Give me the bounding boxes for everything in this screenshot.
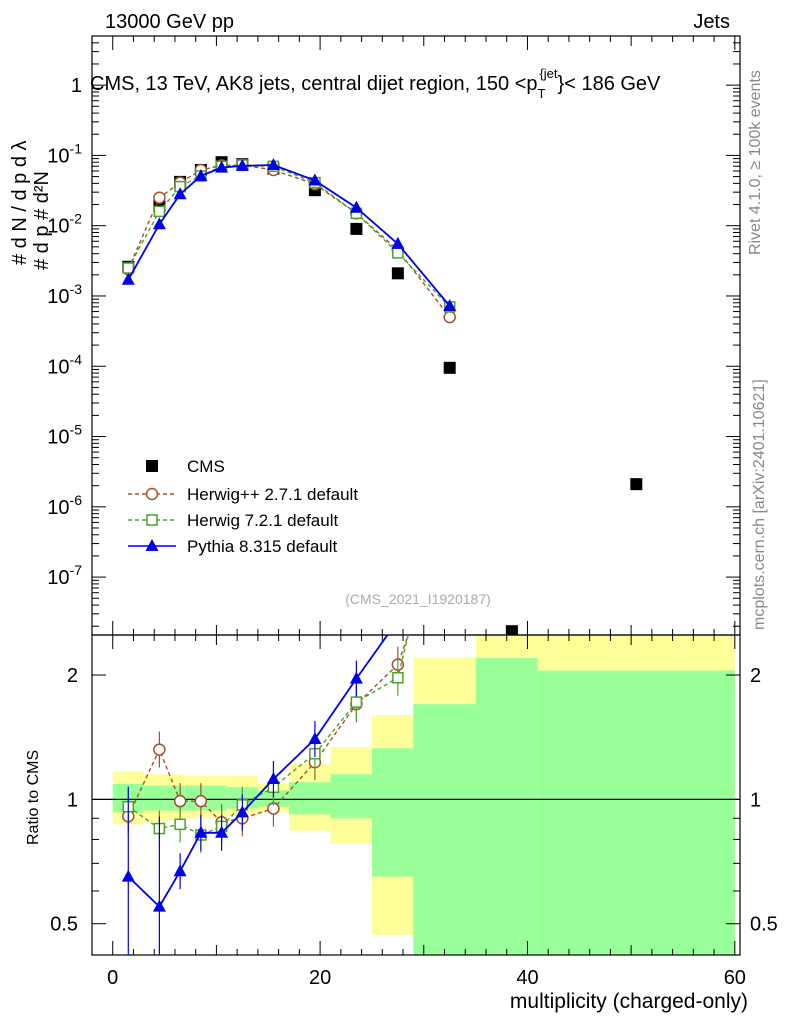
x-axis-label: multiplicity (charged-only) <box>510 990 748 1013</box>
ratio-point <box>194 825 208 838</box>
main-point <box>349 200 363 213</box>
main-point <box>630 478 643 491</box>
y-tick-label: 1 <box>71 75 82 97</box>
ratio-y-tick-label-right: 0.5 <box>750 914 778 936</box>
legend-label: Herwig 7.2.1 default <box>187 511 338 530</box>
main-point <box>153 191 166 204</box>
band-green-8 <box>330 774 372 819</box>
mcplots-label: mcplots.cern.ch [arXiv:2401.10621] <box>751 379 768 630</box>
main-point <box>235 158 249 171</box>
main-point <box>391 267 404 280</box>
main-point <box>153 205 166 218</box>
y-tick-label: 10-2 <box>47 211 82 238</box>
ratio-point <box>173 864 187 877</box>
ratio-y-axis-label: Ratio to CMS <box>25 750 42 845</box>
x-tick-label: 20 <box>309 967 331 989</box>
y-tick-label: 10-6 <box>47 492 82 519</box>
band-green-9 <box>371 748 414 877</box>
band-green-10 <box>413 704 476 955</box>
legend-marker <box>146 460 158 472</box>
x-tick-label: 0 <box>107 967 118 989</box>
ylabel-formula-num: # d N / d p d λ <box>9 140 31 265</box>
main-point <box>443 361 456 374</box>
ratio-y-tick-label-right: 2 <box>750 665 761 687</box>
ratio-series-line <box>127 635 409 824</box>
ratio-y-tick-label: 0.5 <box>50 914 78 936</box>
legend-label: Herwig++ 2.7.1 default <box>187 485 358 504</box>
ratio-point <box>350 696 363 708</box>
band-green-7 <box>288 782 331 815</box>
main-point <box>152 217 166 230</box>
ratio-point <box>153 743 166 756</box>
legend-marker <box>145 487 159 501</box>
main-point <box>505 625 518 635</box>
main-point <box>215 160 229 173</box>
band-green-11 <box>475 657 538 955</box>
band-green-4 <box>206 785 227 811</box>
x-tick-label: 40 <box>516 967 538 989</box>
ratio-frame <box>91 634 741 956</box>
analysis-tag: (CMS_2021_I1920187) <box>345 591 491 607</box>
ratio-y-tick-label: 2 <box>67 665 78 687</box>
main-point <box>194 168 208 181</box>
ratio-point <box>174 818 186 831</box>
main-point <box>121 272 135 285</box>
main-point <box>122 262 135 274</box>
main-point <box>308 173 322 186</box>
main-point <box>266 158 280 171</box>
main-series-2 <box>122 159 456 313</box>
ratio-uncertainty-bands <box>112 635 735 955</box>
ratio-point <box>266 772 280 785</box>
ratio-point <box>215 825 229 838</box>
rivet-version-label: Rivet 4.1.0, ≥ 100k events <box>747 70 764 255</box>
ratio-series-2 <box>121 635 389 955</box>
legend-marker <box>145 539 159 551</box>
legend-label: Pythia 8.315 default <box>187 537 338 556</box>
ratio-point <box>152 899 166 912</box>
main-series-3 <box>121 158 457 311</box>
main-y-axis-label: # d N / d p d λ # d p # d²N <box>9 140 53 270</box>
ratio-point <box>308 732 322 745</box>
ratio-point <box>194 794 208 808</box>
ylabel-formula-den: # d p # d²N <box>31 171 53 270</box>
band-green-1 <box>143 785 165 811</box>
main-point <box>443 310 456 324</box>
legend-marker <box>146 514 158 526</box>
ratio-y-tick-label-right: 1 <box>750 789 761 811</box>
main-point <box>173 187 187 200</box>
panel-frames: 0 20 40 60 1 10-1 10-2 10-3 10-4 10-5 10-6 10-7 0.5 0… <box>47 35 778 989</box>
data-series <box>121 156 643 955</box>
main-series-0 <box>122 156 643 635</box>
ratio-point <box>121 869 135 882</box>
y-tick-label: 10-1 <box>47 140 82 167</box>
y-tick-label: 10-4 <box>47 351 82 378</box>
y-tick-label: 10-7 <box>47 562 82 589</box>
y-tick-label: 10-3 <box>47 281 82 308</box>
ratio-point <box>173 794 187 808</box>
ratio-point <box>349 671 363 684</box>
legend-label: CMS <box>187 457 225 476</box>
band-green-12 <box>537 670 735 955</box>
ratio-y-tick-label: 1 <box>67 789 78 811</box>
header-energy: 13000 GeV pp <box>105 11 234 33</box>
y-tick-label: 10-5 <box>47 422 82 449</box>
ratio-point <box>235 805 249 818</box>
header-process: Jets <box>693 11 730 33</box>
legend: CMS Herwig++ 2.7.1 default Herwig 7.2.1 de… <box>128 457 358 556</box>
main-series-1 <box>122 158 456 324</box>
ratio-series-line <box>127 635 389 909</box>
plot-title: CMS, 13 TeV, AK8 jets, central dijet reg… <box>90 66 661 101</box>
x-tick-label: 60 <box>724 967 746 989</box>
main-point <box>350 222 363 235</box>
main-point <box>391 236 405 249</box>
ratio-point <box>392 671 404 684</box>
main-point <box>443 298 457 311</box>
